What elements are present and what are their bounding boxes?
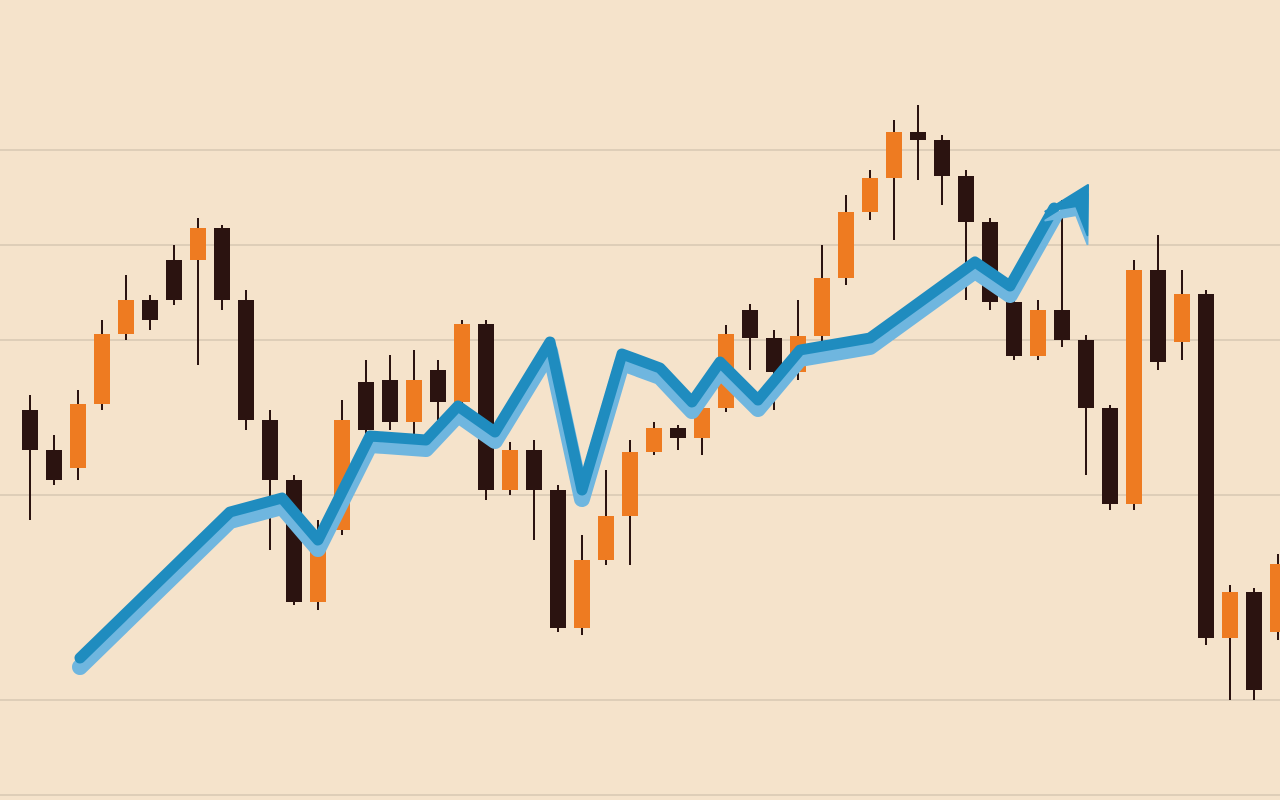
- candle-bear: [382, 380, 398, 422]
- chart-svg: [0, 0, 1280, 800]
- candle-bear: [958, 176, 974, 222]
- candle-bull: [886, 132, 902, 178]
- candle-bull: [1222, 592, 1238, 638]
- candle-bull: [646, 428, 662, 452]
- candle-bear: [910, 132, 926, 140]
- candle-bear: [526, 450, 542, 490]
- candle-bear: [166, 260, 182, 300]
- candle-bear: [1006, 302, 1022, 356]
- candle-bull: [454, 324, 470, 402]
- candle-bull: [70, 404, 86, 468]
- candle-bear: [1054, 310, 1070, 340]
- candle-bear: [238, 300, 254, 420]
- candle-bull: [502, 450, 518, 490]
- candle-bear: [1198, 294, 1214, 638]
- candle-bull: [1174, 294, 1190, 342]
- candle-bear: [46, 450, 62, 480]
- candle-bull: [598, 516, 614, 560]
- candle-bull: [406, 380, 422, 422]
- candle-bull: [838, 212, 854, 278]
- candle-bull: [118, 300, 134, 334]
- candle-bear: [142, 300, 158, 320]
- candle-bear: [478, 324, 494, 490]
- candle-bull: [1030, 310, 1046, 356]
- candle-bull: [574, 560, 590, 628]
- candle-bull: [622, 452, 638, 516]
- candle-bear: [934, 140, 950, 176]
- candle-bear: [742, 310, 758, 338]
- candle-bull: [94, 334, 110, 404]
- candle-bear: [430, 370, 446, 402]
- candle-bull: [1126, 270, 1142, 504]
- candle-bear: [670, 428, 686, 438]
- candle-bear: [22, 410, 38, 450]
- candle-bear: [262, 420, 278, 480]
- candle-bear: [358, 382, 374, 430]
- candle-bear: [1078, 340, 1094, 408]
- candle-bull: [814, 278, 830, 336]
- candle-bear: [1150, 270, 1166, 362]
- candle-bull: [1270, 564, 1280, 632]
- candle-bear: [1246, 592, 1262, 690]
- candle-bear: [550, 490, 566, 628]
- candle-bull: [862, 178, 878, 212]
- candlestick-trend-chart: [0, 0, 1280, 800]
- candle-bear: [1102, 408, 1118, 504]
- candle-bull: [190, 228, 206, 260]
- candle-bear: [214, 228, 230, 300]
